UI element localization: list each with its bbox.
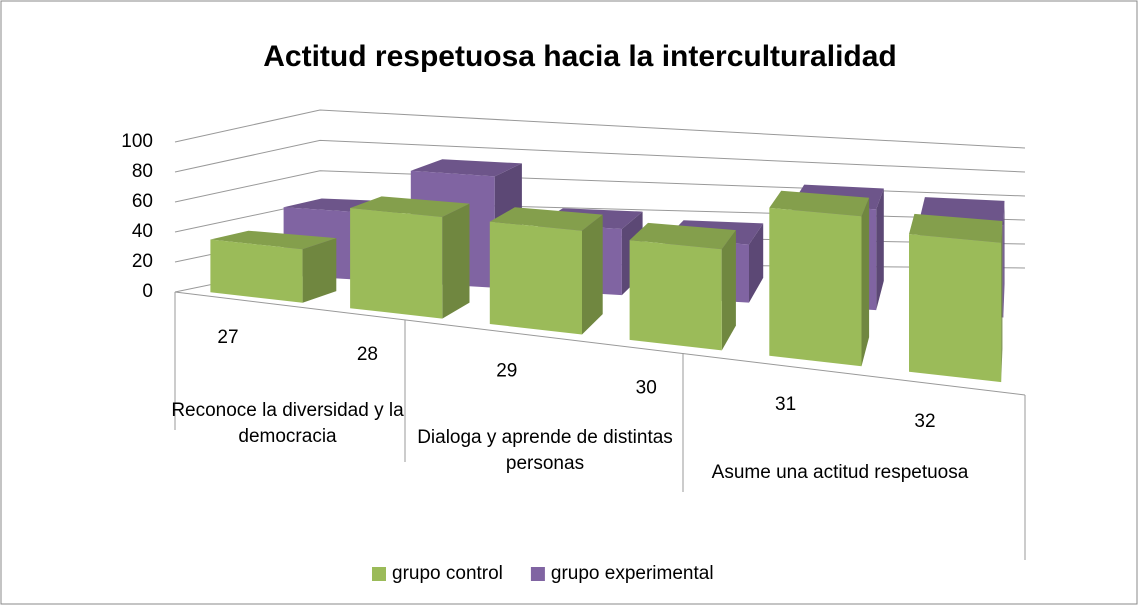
bar-side	[1001, 221, 1003, 383]
bar-front	[489, 221, 582, 335]
grid-line	[174, 109, 1026, 149]
x-tick-label: 32	[914, 411, 935, 432]
dividers	[174, 291, 1026, 560]
category-group-label: Dialoga y aprende de distintas personas	[417, 427, 673, 474]
bar-side	[876, 188, 884, 311]
x-tick-label: 31	[775, 394, 796, 415]
bar-side	[302, 238, 337, 303]
bar	[769, 190, 870, 367]
bar	[629, 222, 736, 351]
bar-side	[861, 197, 870, 367]
bar	[210, 230, 337, 303]
bar-side	[582, 214, 603, 335]
legend-swatch	[530, 567, 545, 581]
y-tick-label: 20	[132, 251, 153, 272]
bar-top	[410, 159, 522, 177]
category-group-label: Reconoce la diversidad y la democracia	[171, 400, 404, 447]
y-tick-label: 0	[142, 281, 153, 302]
bar-top	[629, 222, 736, 250]
legend-label: grupo experimental	[551, 563, 714, 584]
bar-side	[442, 203, 470, 319]
grid-line	[174, 139, 1026, 173]
x-tick-label: 30	[636, 377, 657, 398]
legend-label: grupo control	[392, 563, 503, 584]
x-tick-label: 29	[496, 361, 517, 382]
bar-top	[769, 190, 870, 217]
bar-front	[350, 208, 443, 319]
bar-top	[489, 207, 603, 231]
bar	[350, 196, 470, 319]
bar-side	[749, 223, 764, 303]
bar-side	[721, 230, 736, 351]
bar-front	[629, 240, 722, 351]
bar-top	[909, 213, 1003, 243]
bar-side	[1003, 200, 1005, 318]
bar	[909, 213, 1003, 383]
y-tick-label: 100	[121, 131, 153, 152]
bar-top	[350, 196, 470, 217]
bar	[489, 207, 603, 335]
bar-top	[210, 230, 337, 250]
chart-title: Actitud respetuosa hacia la intercultura…	[263, 40, 897, 73]
bar-front	[769, 207, 862, 367]
bar-front	[210, 239, 303, 303]
legend-swatch	[372, 567, 386, 581]
y-tick-label: 40	[132, 221, 153, 242]
grid-line	[174, 170, 1026, 203]
category-group-label: Asume una actitud respetuosa	[711, 462, 969, 483]
x-tick-label: 27	[217, 327, 238, 348]
y-tick-label: 80	[132, 161, 153, 182]
y-tick-label: 60	[132, 191, 153, 212]
bar-front	[909, 234, 1002, 383]
floor-edge	[174, 291, 1026, 396]
x-tick-label: 28	[357, 344, 378, 365]
